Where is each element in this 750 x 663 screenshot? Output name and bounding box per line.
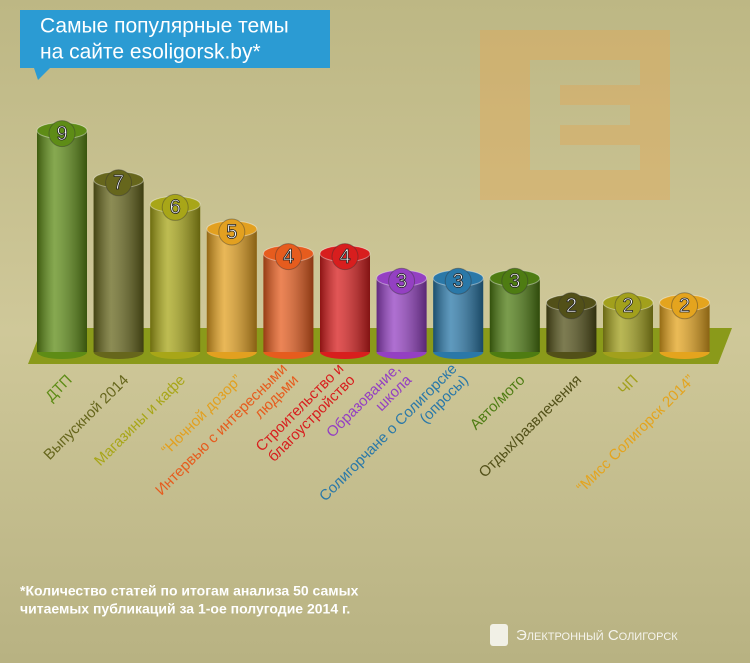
value-label: 5 (226, 221, 237, 243)
value-badge (161, 193, 189, 221)
value-badge (444, 267, 472, 295)
value-label: 2 (622, 295, 633, 317)
chart-title: на сайте esoligorsk.by* (40, 41, 261, 64)
brand: Электронный Солигорск (516, 627, 678, 644)
value-badge (614, 292, 642, 320)
bar-shade (263, 253, 314, 352)
value-label: 3 (509, 270, 520, 292)
bar-shade (37, 130, 87, 352)
value-badge (501, 267, 529, 295)
value-badge (218, 218, 246, 246)
value-badge (388, 267, 416, 295)
footnote: читаемых публикаций за 1-ое полугодие 20… (20, 601, 350, 617)
value-label: 4 (339, 246, 350, 268)
chart-title: Самые популярные темы (40, 15, 289, 38)
footnote: *Количество статей по итогам анализа 50 … (20, 583, 359, 599)
value-badge (274, 243, 302, 271)
bar-shade (206, 229, 257, 352)
value-label: 3 (453, 270, 464, 292)
value-badge (48, 120, 76, 148)
value-label: 7 (113, 172, 124, 194)
value-badge (105, 169, 133, 197)
value-badge (671, 292, 699, 320)
value-badge (331, 243, 359, 271)
value-label: 3 (396, 270, 407, 292)
bar-shade (320, 253, 370, 352)
logo-watermark (480, 30, 670, 200)
value-badge (557, 292, 585, 320)
value-label: 9 (56, 123, 67, 145)
value-label: 2 (566, 295, 577, 317)
bar-shade (150, 204, 201, 352)
value-label: 2 (679, 295, 690, 317)
value-label: 4 (283, 246, 294, 268)
bar-shade (93, 179, 144, 352)
title-box (20, 10, 330, 80)
value-label: 6 (170, 197, 181, 219)
brand-logo (490, 624, 508, 646)
